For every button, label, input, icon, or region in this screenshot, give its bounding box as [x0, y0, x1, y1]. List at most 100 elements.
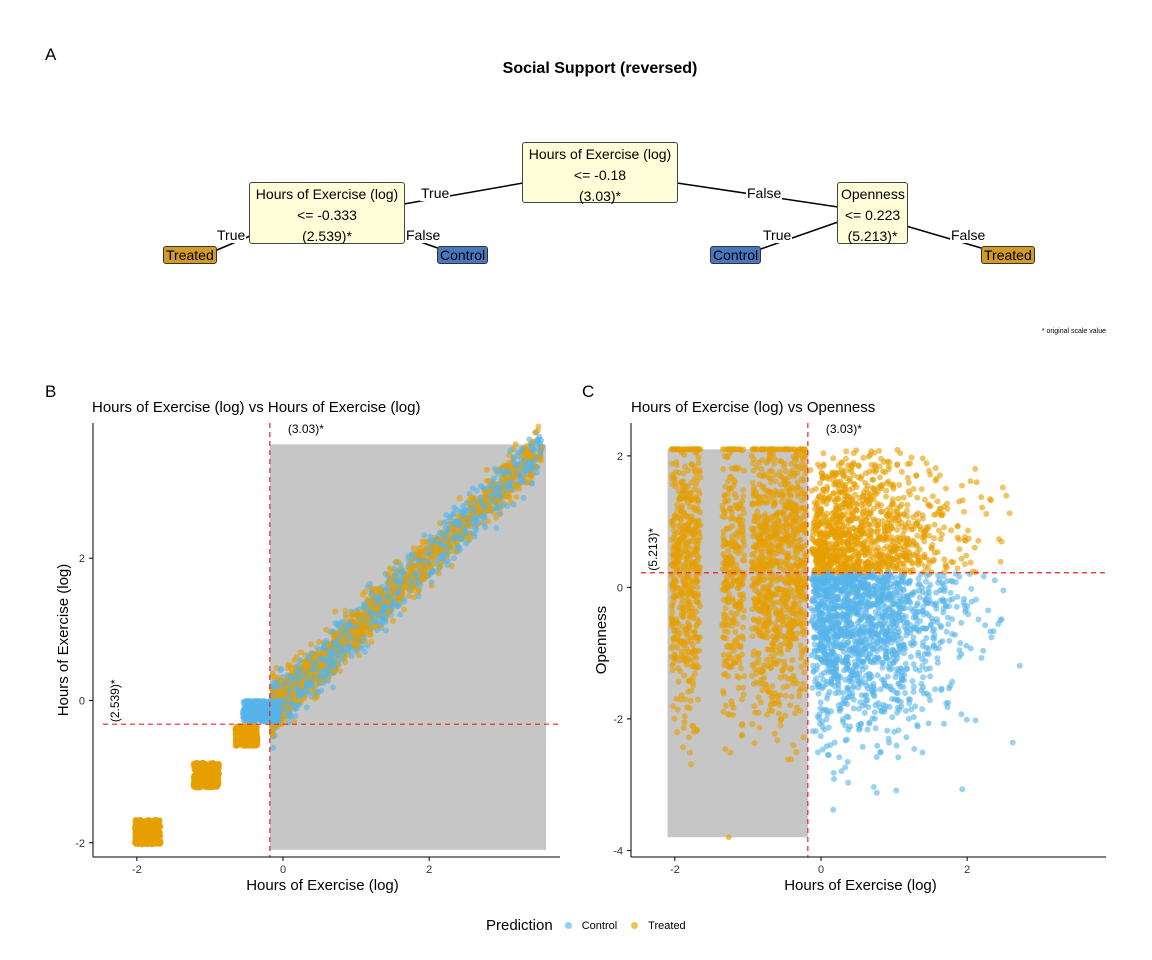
- y-axis-label: Hours of Exercise (log): [55, 564, 72, 717]
- scatter-point: [694, 566, 701, 573]
- scatter-point: [135, 828, 142, 835]
- scatter-point: [311, 662, 318, 669]
- scatter-point: [269, 700, 276, 707]
- scatter-point: [352, 648, 359, 655]
- scatter-point: [275, 698, 282, 705]
- scatter-point: [420, 542, 427, 549]
- scatter-point: [669, 667, 676, 674]
- scatter-point: [364, 596, 371, 603]
- scatter-point: [687, 495, 694, 502]
- scatter-point: [674, 706, 681, 713]
- scatter-point: [288, 701, 295, 708]
- scatter-point: [732, 628, 739, 635]
- scatter-point: [722, 483, 729, 490]
- scatter-point: [450, 555, 457, 561]
- scatter-point: [687, 489, 694, 496]
- scatter-point: [688, 761, 695, 768]
- scatter-point: [198, 770, 205, 777]
- scatter-point: [671, 475, 678, 482]
- scatter-point: [375, 605, 382, 612]
- scatter-point: [726, 591, 733, 598]
- scatter-point: [668, 536, 675, 543]
- scatter-point: [252, 697, 258, 704]
- scatter-point: [417, 566, 424, 573]
- scatter-point: [684, 446, 691, 453]
- scatter-point: [250, 715, 257, 722]
- scatter-point: [356, 652, 363, 659]
- scatter-point: [686, 734, 692, 741]
- scatter-point: [463, 530, 470, 537]
- scatter-point: [312, 676, 318, 683]
- scatter-point: [323, 652, 329, 659]
- scatter-point: [682, 564, 689, 570]
- scatter-point: [694, 599, 701, 606]
- scatter-point: [668, 460, 675, 467]
- scatter-point: [731, 639, 738, 645]
- scatter-point: [270, 744, 277, 751]
- scatter-point: [738, 696, 745, 703]
- scatter-point: [669, 603, 675, 610]
- scatter-point: [736, 659, 743, 666]
- scatter-point: [241, 707, 248, 714]
- scatter-point: [675, 665, 682, 672]
- scatter-point: [369, 610, 376, 617]
- scatter-point: [674, 552, 681, 559]
- scatter-point: [293, 705, 300, 712]
- scatter-point: [728, 486, 735, 493]
- scatter-point: [694, 545, 701, 552]
- scatter-point: [215, 771, 222, 777]
- scatter-point: [244, 699, 251, 706]
- scatter-point: [395, 596, 401, 603]
- scatter-point: [496, 485, 503, 492]
- scatter-point: [725, 834, 732, 841]
- scatter-point: [318, 677, 325, 684]
- scatter-point: [537, 450, 544, 457]
- scatter-point: [695, 459, 702, 466]
- scatter-point: [408, 564, 415, 571]
- scatter-point: [329, 628, 336, 635]
- scatter-point: [669, 446, 676, 453]
- scatter-point: [679, 446, 686, 453]
- scatter-point: [679, 609, 686, 616]
- scatter-point: [391, 577, 398, 584]
- scatter-point: [482, 485, 489, 492]
- scatter-point: [693, 608, 700, 615]
- scatter-point: [331, 634, 338, 641]
- scatter-point: [427, 533, 434, 540]
- scatter-point: [402, 584, 409, 591]
- scatter-point: [255, 704, 262, 710]
- leaf-ll: Treated: [163, 246, 217, 264]
- scatter-point: [536, 433, 543, 440]
- scatter-point: [314, 644, 321, 651]
- scatter-point: [410, 545, 417, 552]
- y-tick-label: 2: [79, 553, 85, 565]
- scatter-point: [375, 610, 382, 617]
- scatter-point: [316, 639, 322, 646]
- scatter-point: [303, 704, 310, 711]
- scatter-point: [679, 596, 686, 603]
- scatter-point: [416, 587, 422, 594]
- scatter-point: [320, 663, 327, 669]
- scatter-point: [500, 501, 507, 508]
- scatter-point: [196, 778, 203, 785]
- scatter-point: [373, 618, 380, 625]
- scatter-point: [204, 770, 211, 777]
- scatter-point: [351, 620, 358, 627]
- scatter-point: [692, 578, 699, 585]
- scatter-point: [269, 732, 276, 739]
- scatter-point: [249, 702, 256, 709]
- scatter-point: [384, 598, 391, 605]
- scatter-point: [454, 528, 461, 535]
- scatter-point: [397, 562, 404, 569]
- scatter-point: [668, 645, 675, 652]
- scatter-point: [303, 659, 310, 666]
- scatter-point: [496, 480, 503, 487]
- scatter-point: [685, 520, 692, 527]
- scatter-point: [670, 619, 677, 626]
- scatter-point: [681, 672, 688, 679]
- scatter-point: [330, 653, 336, 660]
- scatter-point: [683, 590, 690, 597]
- scatter-point: [475, 504, 481, 510]
- tree-node-right: Openness <= 0.223 (5.213)*: [837, 182, 908, 244]
- scatter-point: [213, 763, 220, 770]
